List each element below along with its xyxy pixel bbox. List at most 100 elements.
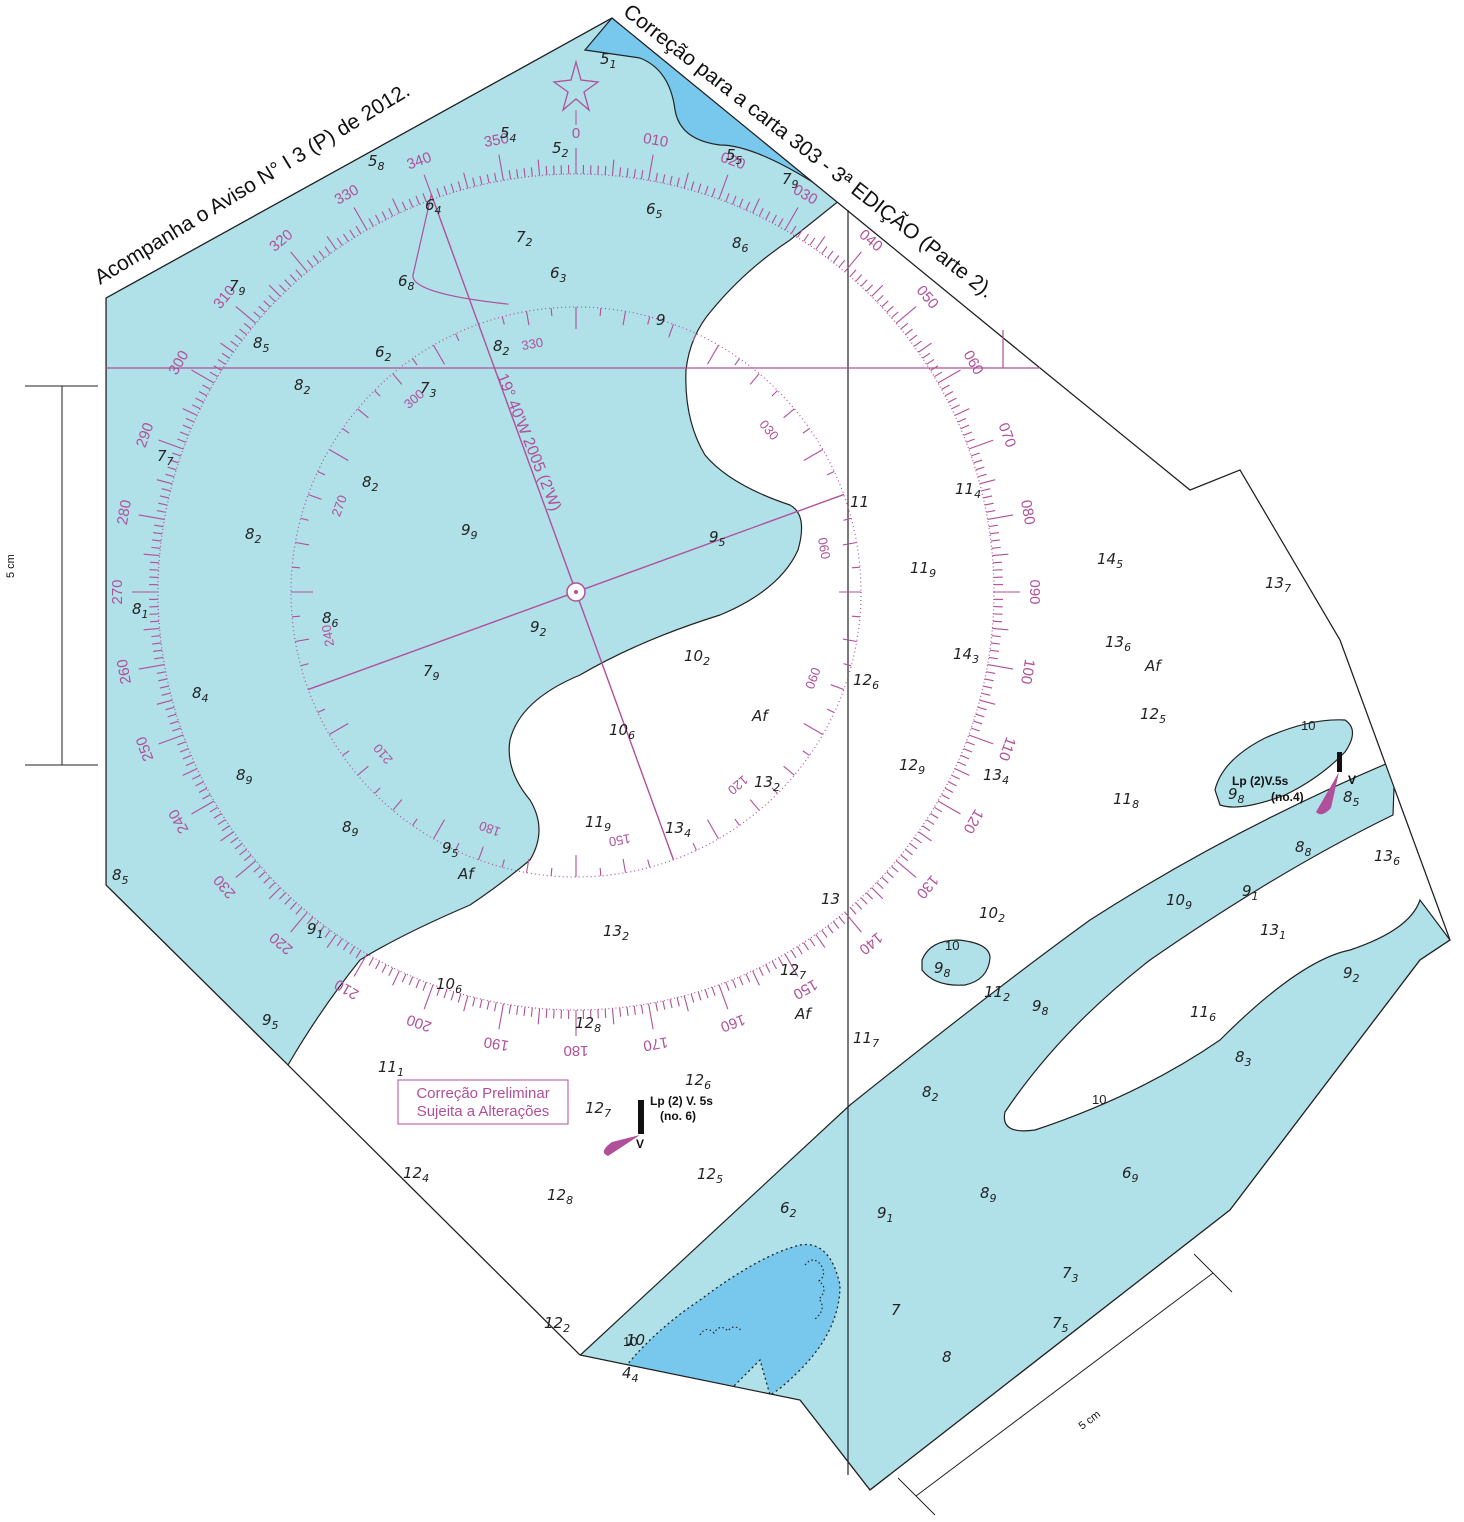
outer-tick bbox=[179, 748, 189, 753]
outer-tick bbox=[944, 391, 954, 397]
outer-tick bbox=[990, 539, 1000, 542]
outer-tick bbox=[944, 787, 954, 793]
outer-tick bbox=[704, 185, 709, 195]
outer-tick bbox=[493, 1002, 497, 1012]
inner-tick bbox=[550, 867, 553, 876]
outer-tick bbox=[185, 417, 195, 423]
outer-tick bbox=[258, 305, 266, 313]
outer-tick bbox=[336, 237, 343, 246]
outer-tick bbox=[986, 671, 996, 675]
sounding: 95 bbox=[442, 839, 459, 860]
outer-tick bbox=[151, 546, 161, 549]
inner-tick bbox=[851, 566, 860, 569]
inner-tick bbox=[292, 566, 301, 569]
sounding: 68 bbox=[398, 272, 415, 293]
sounding: 86 bbox=[322, 609, 339, 630]
outer-tick bbox=[202, 794, 211, 800]
sounding: 118 bbox=[1113, 790, 1139, 811]
outer-tick bbox=[745, 973, 751, 983]
sounding: 10 bbox=[626, 1331, 645, 1349]
outer-tick bbox=[827, 250, 834, 259]
outer-tick bbox=[941, 794, 950, 800]
inner-tick bbox=[433, 344, 445, 365]
outer-tick bbox=[324, 246, 331, 255]
outer-tick bbox=[718, 174, 729, 200]
sounding: 62 bbox=[375, 343, 392, 364]
outer-tick bbox=[392, 970, 400, 986]
outer-tick bbox=[926, 358, 935, 365]
north-star-icon bbox=[552, 59, 600, 125]
scale-bar-left: 5 cm bbox=[5, 385, 98, 766]
outer-tick bbox=[934, 371, 943, 378]
outer-tick bbox=[738, 198, 744, 208]
grid-lines bbox=[106, 210, 1040, 1475]
sounding: 82 bbox=[294, 376, 311, 397]
outer-tick bbox=[523, 1006, 526, 1016]
outer-tick bbox=[987, 514, 1014, 520]
outer-tick bbox=[415, 979, 420, 989]
outer-tick bbox=[909, 843, 918, 850]
outer-tick bbox=[158, 734, 184, 745]
outer-tick bbox=[973, 459, 983, 464]
outer-tick bbox=[381, 964, 387, 973]
outer-tick bbox=[758, 207, 764, 217]
outer-tick bbox=[408, 976, 414, 986]
outer-tick bbox=[154, 524, 164, 528]
outer-tick bbox=[909, 334, 918, 341]
outer-tick bbox=[368, 218, 374, 227]
outer-tick bbox=[278, 284, 287, 292]
inner-tick bbox=[826, 708, 835, 713]
sounding: 125 bbox=[697, 1165, 723, 1186]
outer-tick bbox=[809, 237, 816, 246]
scale-bar-left-label: 5 cm bbox=[5, 554, 17, 578]
inner-tick bbox=[851, 615, 860, 618]
outer-tick bbox=[669, 175, 673, 185]
outer-tick bbox=[655, 172, 659, 182]
sounding: 95 bbox=[262, 1011, 279, 1032]
sounding: 124 bbox=[403, 1164, 429, 1185]
svg-text:(no.4): (no.4) bbox=[1271, 790, 1304, 804]
outer-tick bbox=[771, 214, 777, 224]
outer-tick bbox=[676, 177, 680, 187]
outer-tick bbox=[143, 553, 160, 557]
sounding: 79 bbox=[229, 277, 246, 298]
sounding: 54 bbox=[500, 124, 517, 145]
outer-tick bbox=[844, 911, 862, 933]
outer-tick bbox=[871, 887, 884, 900]
outer-tick bbox=[326, 236, 337, 250]
svg-text:V: V bbox=[636, 1137, 644, 1151]
sounding: 127 bbox=[780, 961, 806, 982]
outer-tick bbox=[676, 997, 680, 1007]
outer-tick bbox=[648, 154, 654, 181]
outer-tick bbox=[263, 876, 271, 884]
outer-tick bbox=[905, 848, 913, 856]
inner-tick bbox=[374, 787, 381, 794]
outer-tick bbox=[797, 946, 803, 955]
outer-tick bbox=[516, 1005, 519, 1015]
svg-text:10: 10 bbox=[623, 1334, 637, 1349]
outer-tick bbox=[960, 424, 970, 430]
inner-tick bbox=[692, 842, 697, 851]
outer-tick bbox=[290, 251, 308, 273]
outer-tick bbox=[516, 169, 519, 179]
outer-tick bbox=[158, 678, 168, 682]
sounding: 143 bbox=[953, 645, 979, 666]
outer-tick bbox=[937, 369, 961, 384]
inner-tick bbox=[550, 308, 553, 317]
inner-tick bbox=[749, 373, 760, 385]
outer-tick bbox=[450, 991, 455, 1001]
outer-tick bbox=[182, 754, 192, 760]
outer-tick bbox=[926, 819, 935, 826]
outer-tick bbox=[312, 255, 320, 263]
inner-tick bbox=[734, 818, 740, 826]
sounding: 65 bbox=[646, 200, 663, 221]
outer-tick bbox=[633, 1005, 636, 1015]
outer-tick bbox=[355, 950, 362, 959]
outer-tick bbox=[975, 713, 985, 718]
outer-tick bbox=[537, 159, 541, 176]
outer-tick bbox=[987, 664, 1014, 670]
contour-labels: 10 10 10 10 bbox=[623, 718, 1315, 1349]
outer-tick bbox=[457, 181, 462, 191]
outer-tick bbox=[838, 259, 846, 268]
sounding: 91 bbox=[1242, 882, 1259, 903]
